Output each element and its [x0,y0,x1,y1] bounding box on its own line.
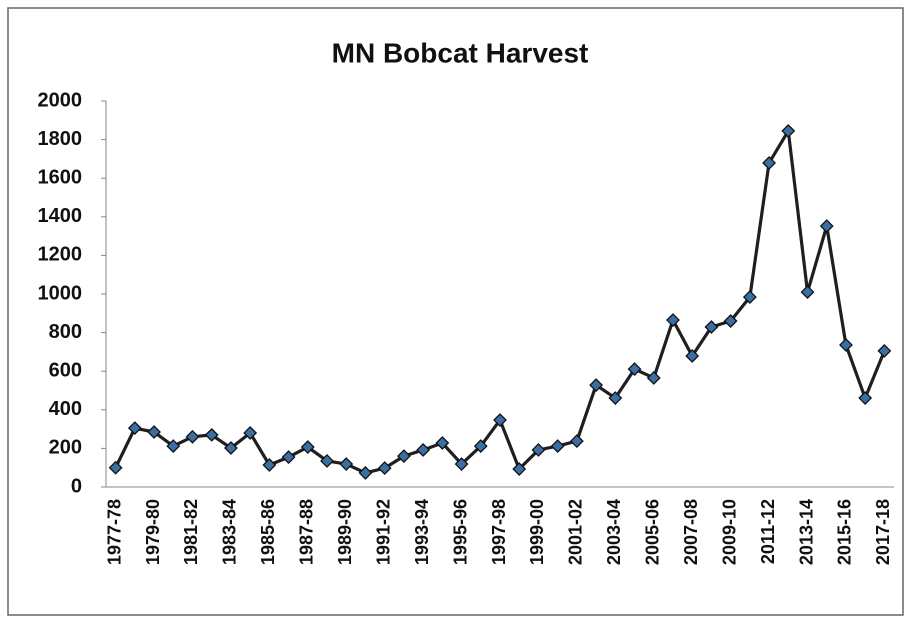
x-tick-label: 2005-06 [643,499,663,565]
y-tick-label: 800 [49,321,82,343]
y-tick-label: 400 [49,398,82,420]
data-marker [454,457,469,471]
data-marker [166,439,181,454]
data-marker [685,349,700,363]
x-tick-label: 2007-08 [681,499,701,565]
data-marker [493,413,507,427]
x-tick-label: 1999-00 [527,499,547,565]
data-marker [185,429,200,444]
data-marker [589,378,604,393]
data-marker [569,434,584,448]
x-tick-label: 2017-18 [873,499,893,565]
x-tick-label: 1989-90 [335,499,355,565]
data-marker [531,443,546,457]
data-marker [762,156,776,170]
x-tick-label: 1985-86 [258,499,278,565]
y-tick-label: 200 [49,437,82,459]
data-marker [224,441,238,455]
data-marker [281,450,296,465]
data-marker [473,439,488,454]
data-marker [262,458,277,472]
x-tick-label: 2001-02 [566,499,586,565]
x-tick-label: 1987-88 [297,499,317,565]
x-tick-label: 1979-80 [143,499,163,565]
data-marker [723,314,738,328]
x-tick-label: 2003-04 [604,499,624,565]
x-tick-label: 1995-96 [450,499,470,565]
x-tick-label: 2015-16 [835,499,855,565]
data-marker [147,425,161,439]
data-marker [704,320,719,334]
y-tick-label: 2000 [38,89,83,111]
data-marker [435,436,450,450]
x-tick-label: 1981-82 [181,499,201,565]
chart-title: MN Bobcat Harvest [332,37,589,68]
y-tick-label: 1200 [38,244,83,266]
y-tick-label: 1600 [38,166,83,188]
x-tick-label: 2013-14 [796,499,816,565]
data-marker [781,123,796,138]
data-marker [742,290,757,305]
x-tick-label: 2009-10 [719,499,739,565]
data-marker [243,426,258,440]
y-tick-label: 0 [71,475,82,497]
data-marker [839,338,853,352]
data-marker [646,371,661,385]
data-marker [204,427,219,442]
data-marker [800,285,815,299]
data-marker [300,440,315,454]
data-marker [320,454,334,468]
data-marker [358,465,373,480]
data-marker [858,391,873,405]
data-marker [416,443,431,457]
data-marker [377,461,392,476]
x-tick-label: 1991-92 [373,499,393,565]
y-tick-label: 1800 [38,128,83,150]
data-marker [819,219,834,233]
x-tick-label: 1983-84 [220,499,240,565]
data-marker [127,421,142,436]
data-marker [339,457,354,471]
x-tick-label: 1997-98 [489,499,509,565]
data-marker [396,449,411,464]
chart-frame [7,7,904,616]
y-tick-label: 1000 [38,282,83,304]
data-marker [550,439,565,454]
data-marker [666,313,680,327]
data-marker [877,344,892,358]
x-tick-label: 1993-94 [412,499,432,565]
x-tick-label: 1977-78 [104,499,124,565]
x-tick-label: 2011-12 [758,499,778,564]
y-tick-label: 600 [49,359,82,381]
data-marker [608,391,623,405]
y-tick-label: 1400 [38,205,83,227]
data-marker [512,462,527,476]
data-marker [108,460,123,475]
data-marker [627,362,642,376]
